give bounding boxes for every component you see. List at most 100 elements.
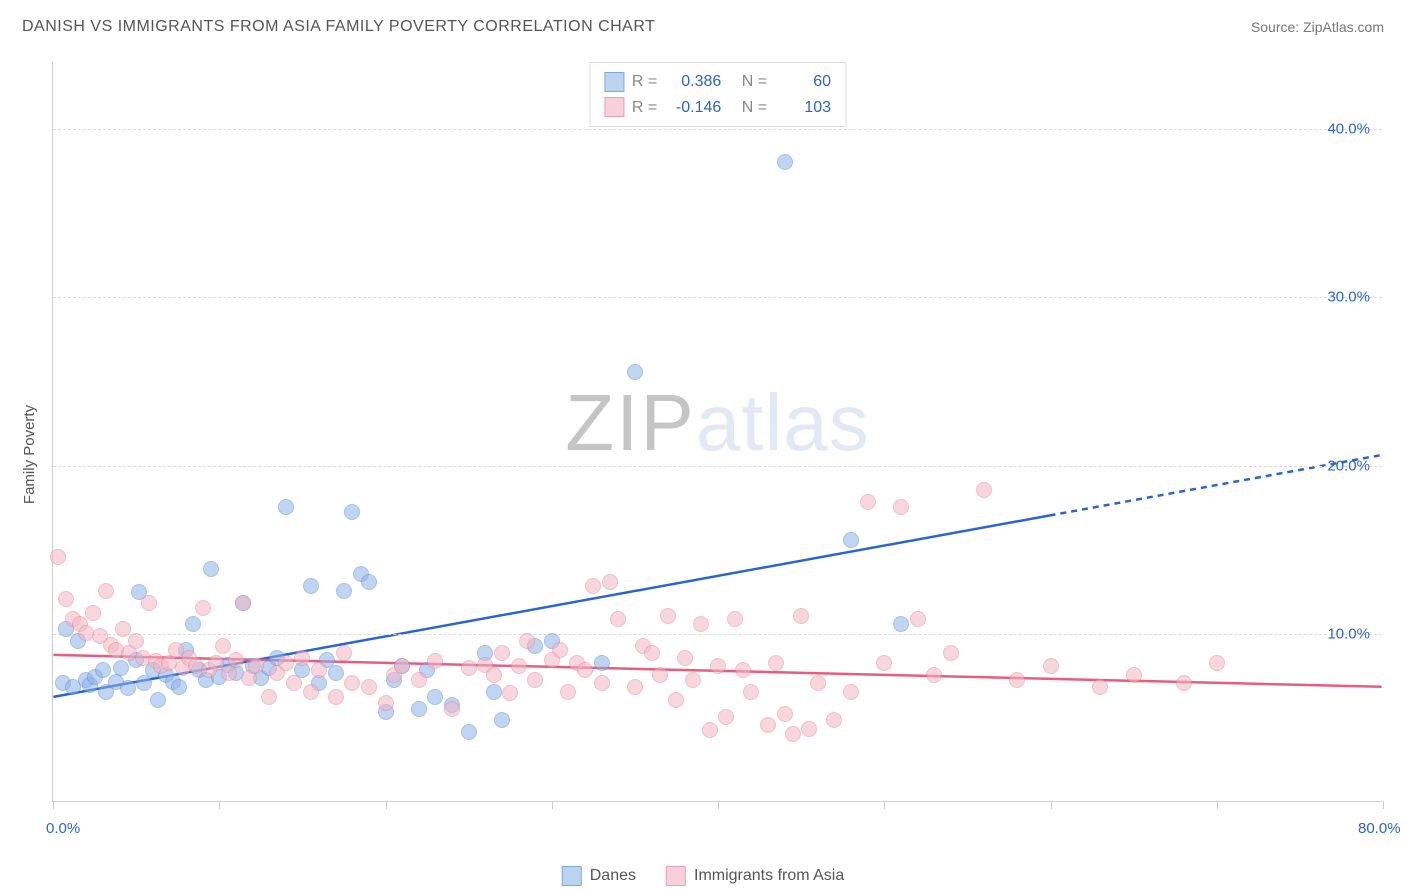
watermark: ZIPatlas bbox=[565, 376, 869, 468]
data-point bbox=[50, 549, 66, 565]
data-point bbox=[278, 655, 294, 671]
x-tick bbox=[1383, 801, 1384, 809]
legend-row-danes: R = 0.386 N = 60 bbox=[604, 69, 831, 95]
data-point bbox=[727, 611, 743, 627]
data-point bbox=[1126, 667, 1142, 683]
data-point bbox=[943, 645, 959, 661]
data-point bbox=[115, 621, 131, 637]
data-point bbox=[336, 583, 352, 599]
y-tick-label: 30.0% bbox=[1327, 289, 1370, 306]
grid-line bbox=[53, 297, 1382, 298]
data-point bbox=[702, 722, 718, 738]
data-point bbox=[228, 652, 244, 668]
data-point bbox=[461, 724, 477, 740]
data-point bbox=[328, 689, 344, 705]
data-point bbox=[777, 706, 793, 722]
legend-stats: R = 0.386 N = 60 R = -0.146 N = 103 bbox=[589, 62, 846, 127]
data-point bbox=[361, 574, 377, 590]
data-point bbox=[494, 645, 510, 661]
data-point bbox=[411, 701, 427, 717]
grid-line bbox=[53, 129, 1382, 130]
data-point bbox=[644, 645, 660, 661]
data-point bbox=[494, 712, 510, 728]
data-point bbox=[294, 650, 310, 666]
y-tick-label: 20.0% bbox=[1327, 457, 1370, 474]
data-point bbox=[461, 660, 477, 676]
data-point bbox=[652, 667, 668, 683]
data-point bbox=[668, 692, 684, 708]
data-point bbox=[760, 717, 776, 733]
data-point bbox=[85, 605, 101, 621]
data-point bbox=[311, 662, 327, 678]
data-point bbox=[552, 642, 568, 658]
data-point bbox=[394, 658, 410, 674]
y-tick-label: 40.0% bbox=[1327, 121, 1370, 138]
data-point bbox=[743, 684, 759, 700]
data-point bbox=[843, 684, 859, 700]
data-point bbox=[519, 633, 535, 649]
data-point bbox=[378, 695, 394, 711]
data-point bbox=[976, 482, 992, 498]
data-point bbox=[361, 679, 377, 695]
data-point bbox=[594, 655, 610, 671]
data-point bbox=[527, 672, 543, 688]
data-point bbox=[248, 658, 264, 674]
data-point bbox=[926, 667, 942, 683]
data-point bbox=[801, 721, 817, 737]
x-tick-label: 80.0% bbox=[1358, 820, 1401, 837]
data-point bbox=[98, 583, 114, 599]
data-point bbox=[660, 608, 676, 624]
data-point bbox=[141, 595, 157, 611]
data-point bbox=[585, 578, 601, 594]
data-point bbox=[693, 616, 709, 632]
x-tick bbox=[552, 801, 553, 809]
data-point bbox=[136, 675, 152, 691]
data-point bbox=[427, 653, 443, 669]
data-point bbox=[610, 611, 626, 627]
data-point bbox=[128, 633, 144, 649]
data-point bbox=[411, 672, 427, 688]
chart-title: DANISH VS IMMIGRANTS FROM ASIA FAMILY PO… bbox=[22, 18, 655, 36]
data-point bbox=[278, 499, 294, 515]
data-point bbox=[1092, 679, 1108, 695]
data-point bbox=[768, 655, 784, 671]
data-point bbox=[826, 712, 842, 728]
data-point bbox=[677, 650, 693, 666]
data-point bbox=[685, 672, 701, 688]
data-point bbox=[910, 611, 926, 627]
data-point bbox=[486, 667, 502, 683]
data-point bbox=[785, 726, 801, 742]
x-tick bbox=[1217, 801, 1218, 809]
legend-item-asia: Immigrants from Asia bbox=[666, 866, 844, 886]
data-point bbox=[215, 638, 231, 654]
swatch-asia-icon bbox=[604, 97, 624, 117]
data-point bbox=[171, 679, 187, 695]
x-tick bbox=[386, 801, 387, 809]
data-point bbox=[113, 660, 129, 676]
data-point bbox=[486, 684, 502, 700]
data-point bbox=[602, 574, 618, 590]
data-point bbox=[261, 689, 277, 705]
x-tick bbox=[1051, 801, 1052, 809]
y-tick-label: 10.0% bbox=[1327, 625, 1370, 642]
data-point bbox=[336, 645, 352, 661]
data-point bbox=[810, 675, 826, 691]
source-label: Source: ZipAtlas.com bbox=[1251, 19, 1384, 35]
data-point bbox=[1176, 675, 1192, 691]
source-name: ZipAtlas.com bbox=[1303, 19, 1384, 35]
data-point bbox=[1209, 655, 1225, 671]
n-value-danes: 60 bbox=[775, 69, 831, 95]
data-point bbox=[710, 658, 726, 674]
data-point bbox=[735, 662, 751, 678]
r-value-asia: -0.146 bbox=[665, 95, 721, 121]
r-value-danes: 0.386 bbox=[665, 69, 721, 95]
legend-row-asia: R = -0.146 N = 103 bbox=[604, 95, 831, 121]
plot-area: ZIPatlas R = 0.386 N = 60 R = -0.146 N =… bbox=[52, 62, 1382, 802]
data-point bbox=[876, 655, 892, 671]
y-axis-label: Family Poverty bbox=[21, 405, 38, 504]
data-point bbox=[427, 689, 443, 705]
data-point bbox=[58, 591, 74, 607]
x-tick-label: 0.0% bbox=[46, 820, 80, 837]
data-point bbox=[344, 675, 360, 691]
grid-line bbox=[53, 466, 1382, 467]
